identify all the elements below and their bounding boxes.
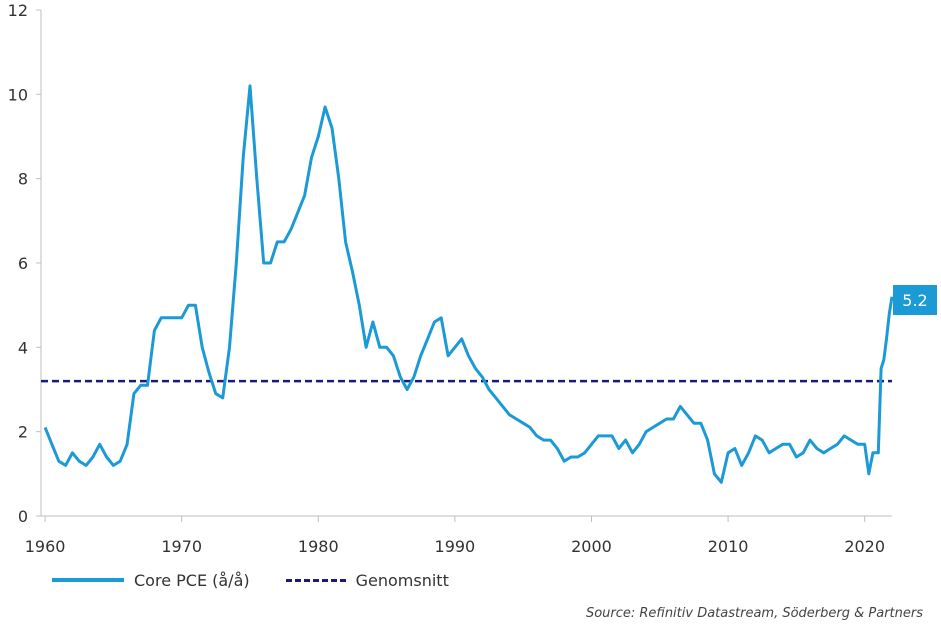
legend-item-core-pce: Core PCE (å/å): [52, 571, 250, 590]
legend-item-genomsnitt: Genomsnitt: [285, 570, 449, 590]
legend-swatch-genomsnitt: [285, 578, 346, 582]
legend-label-core-pce: Core PCE (å/å): [134, 570, 250, 590]
x-axis-ticks: 1960 1970 1980 1990 2000 2010 2020: [25, 516, 885, 556]
legend-swatch-core-pce: [52, 578, 124, 582]
y-axis-ticks: 0 2 4 6 8 10 12: [8, 1, 41, 526]
x-tick-label: 1980: [298, 537, 339, 556]
y-tick-label: 6: [18, 254, 28, 273]
y-tick-label: 2: [18, 423, 28, 442]
y-tick-label: 12: [8, 1, 28, 20]
source-note: Source: Refinitiv Datastream, Söderberg …: [585, 606, 923, 621]
x-tick-label: 2000: [571, 537, 612, 556]
y-tick-label: 10: [8, 85, 28, 104]
y-tick-label: 8: [18, 170, 28, 189]
legend-label-genomsnitt: Genomsnitt: [355, 570, 449, 590]
series-line-core-pce: [43, 84, 894, 484]
last-value-text: 5.2: [902, 290, 928, 310]
x-tick-label: 2020: [844, 537, 885, 556]
y-tick-label: 4: [18, 338, 28, 357]
series-layer: [41, 84, 894, 484]
x-tick-label: 1970: [161, 537, 202, 556]
legend: Core PCE (å/å) Genomsnitt: [52, 568, 485, 592]
x-tick-label: 1990: [435, 537, 476, 556]
x-tick-label: 2010: [708, 537, 749, 556]
x-tick-label: 1960: [25, 537, 66, 556]
last-value-label: 5.2: [893, 285, 937, 315]
y-tick-label: 0: [18, 507, 28, 526]
